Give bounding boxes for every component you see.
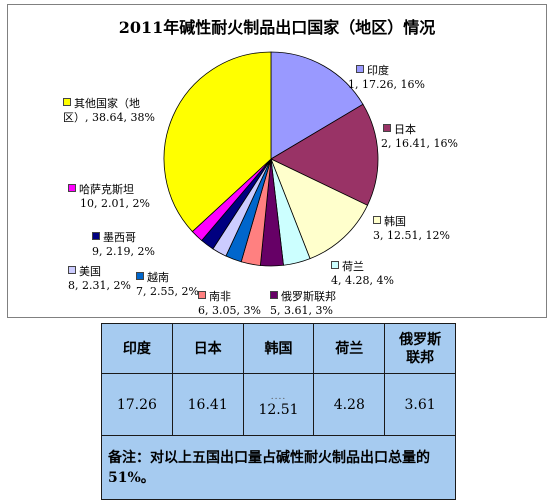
legend-swatch — [270, 291, 278, 299]
slice-label-netherlands: 荷兰 4, 4.28, 4% — [331, 260, 394, 287]
legend-swatch — [383, 124, 391, 132]
legend-swatch — [198, 291, 206, 299]
table-header-row: 印度 日本 韩国 荷兰 俄罗斯联邦 — [101, 323, 456, 374]
legend-swatch — [331, 261, 339, 269]
slice-label-japan: 日本 2, 16.41, 16% — [381, 123, 458, 150]
table-cell: 16.41 — [171, 373, 244, 436]
table-header-cell: 荷兰 — [313, 323, 386, 374]
cell-dots: .... — [270, 391, 287, 402]
pie-slice-3 — [270, 158, 369, 260]
table-header-cell: 俄罗斯联邦 — [384, 323, 456, 374]
table-cell: 3.61 — [384, 373, 456, 436]
table-header-cell: 印度 — [101, 323, 173, 374]
pie-chart: 2011年碱性耐火制品出口国家（地区）情况 印度 1, 17.26, 16% 日本… — [7, 4, 547, 318]
table-header-cell: 韩国 — [242, 323, 315, 374]
table-cell: .... 12.51 — [242, 373, 315, 436]
legend-swatch — [68, 184, 76, 192]
summary-table: 印度 日本 韩国 荷兰 俄罗斯联邦 17.26 16.41 .... 12.51… — [101, 323, 456, 500]
pie-slice-1 — [270, 51, 364, 160]
slice-label-india: 印度 1, 17.26, 16% — [348, 64, 425, 91]
pie-slice-2 — [270, 103, 379, 206]
table-note: 备注：对以上五国出口量占碱性耐火制品出口总量的 51%。 — [101, 435, 456, 500]
table-row: 17.26 16.41 .... 12.51 4.28 3.61 — [101, 373, 456, 436]
slice-label-vietnam: 越南 7, 2.55, 2% — [136, 271, 199, 298]
legend-swatch — [63, 98, 71, 106]
pie-plot — [163, 51, 379, 267]
slice-label-south-africa: 南非 6, 3.05, 3% — [198, 290, 261, 317]
slice-label-korea: 韩国 3, 12.51, 12% — [373, 215, 450, 242]
slice-label-mexico: 墨西哥 9, 2.19, 2% — [92, 231, 155, 258]
legend-swatch — [136, 272, 144, 280]
slice-label-usa: 美国 8, 2.31, 2% — [68, 265, 131, 292]
legend-swatch — [356, 65, 364, 73]
table-note-row: 备注：对以上五国出口量占碱性耐火制品出口总量的 51%。 — [101, 435, 456, 500]
slice-label-russia: 俄罗斯联邦 5, 3.61, 3% — [270, 290, 336, 317]
table-header-cell: 日本 — [171, 323, 244, 374]
pie-slice-others — [163, 51, 272, 233]
table-cell-value: 12.51 — [258, 401, 299, 418]
chart-title: 2011年碱性耐火制品出口国家（地区）情况 — [118, 18, 436, 37]
table-cell: 17.26 — [101, 373, 173, 436]
slice-label-others: 其他国家（地 区）, 38.64, 38% — [63, 97, 155, 124]
legend-swatch — [68, 266, 76, 274]
legend-swatch — [92, 232, 100, 240]
slice-label-kazakhstan: 哈萨克斯坦 10, 2.01, 2% — [68, 183, 150, 211]
legend-swatch — [373, 216, 381, 224]
table-cell: 4.28 — [313, 373, 386, 436]
